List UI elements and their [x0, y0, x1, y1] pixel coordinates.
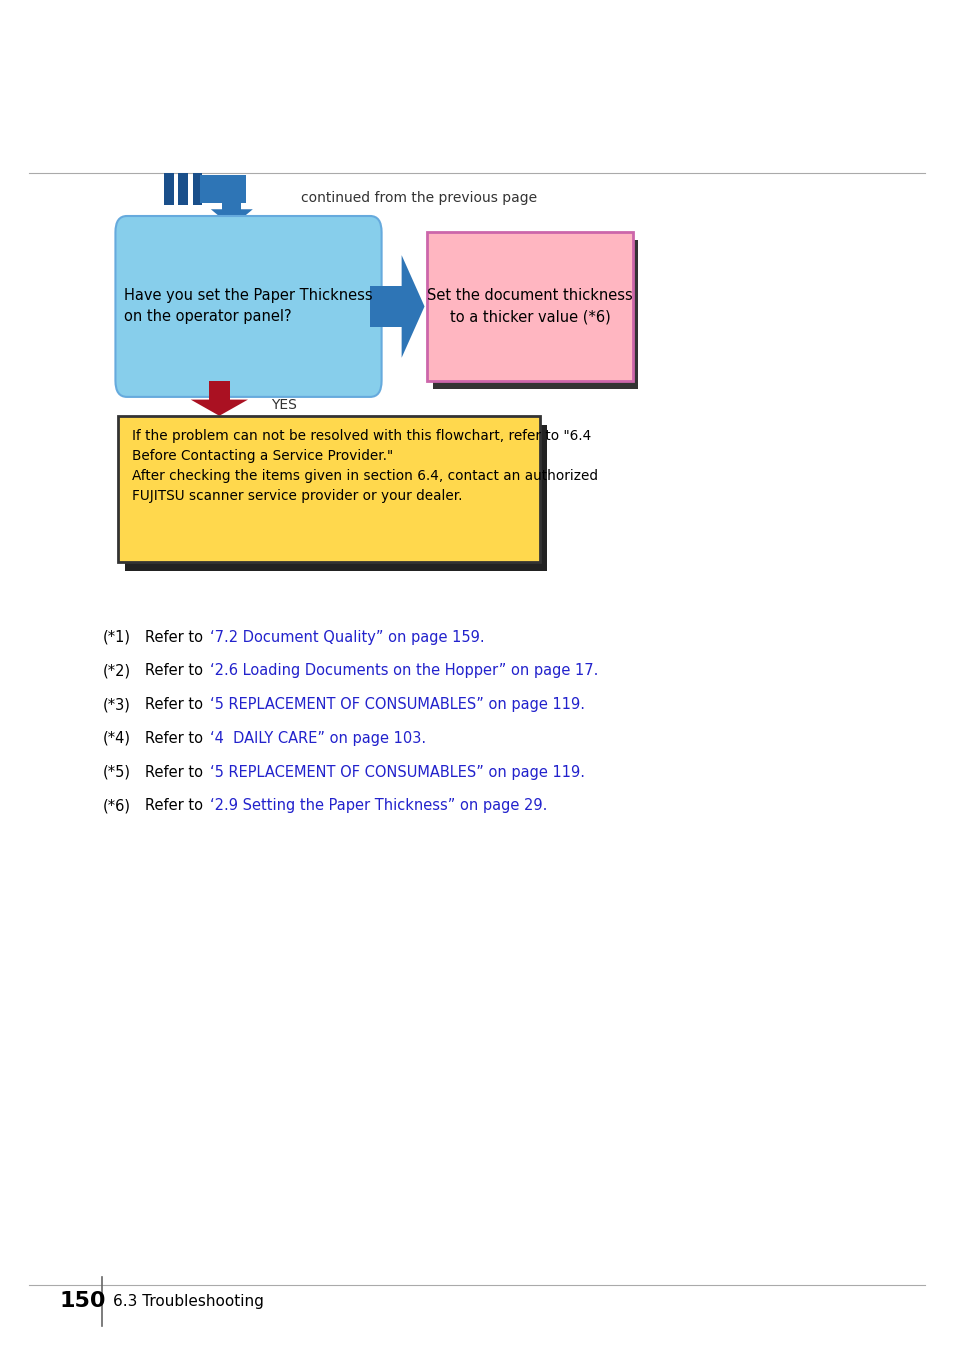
Text: (*3): (*3) — [103, 697, 131, 713]
Polygon shape — [401, 255, 424, 358]
FancyBboxPatch shape — [427, 232, 632, 381]
Text: Have you set the Paper Thickness
on the operator panel?: Have you set the Paper Thickness on the … — [124, 289, 373, 324]
Text: continued from the previous page: continued from the previous page — [300, 192, 537, 205]
Text: Refer to: Refer to — [145, 798, 208, 814]
Text: NO: NO — [389, 297, 410, 310]
Bar — [164, 173, 173, 205]
Text: (*6): (*6) — [103, 798, 131, 814]
Text: (*2): (*2) — [103, 663, 131, 679]
Text: If the problem can not be resolved with this flowchart, refer to "6.4
Before Con: If the problem can not be resolved with … — [132, 429, 597, 504]
Text: ‘4  DAILY CARE” on page 103.: ‘4 DAILY CARE” on page 103. — [210, 730, 426, 747]
Bar — [209, 381, 230, 400]
Bar — [193, 173, 202, 205]
Bar — [370, 286, 401, 327]
Text: YES: YES — [271, 398, 296, 412]
Text: Refer to: Refer to — [145, 697, 208, 713]
Text: ‘2.6 Loading Documents on the Hopper” on page 17.: ‘2.6 Loading Documents on the Hopper” on… — [210, 663, 598, 679]
Bar — [200, 176, 246, 202]
Text: 150: 150 — [59, 1292, 106, 1311]
Text: ‘7.2 Document Quality” on page 159.: ‘7.2 Document Quality” on page 159. — [210, 629, 484, 645]
Text: (*5): (*5) — [103, 764, 131, 780]
Bar — [118, 416, 539, 562]
Text: (*1): (*1) — [103, 629, 131, 645]
Polygon shape — [191, 400, 248, 416]
Bar — [433, 240, 638, 389]
Text: Refer to: Refer to — [145, 663, 208, 679]
Polygon shape — [211, 209, 253, 227]
Text: (*4): (*4) — [103, 730, 131, 747]
Text: Set the document thickness
to a thicker value (*6): Set the document thickness to a thicker … — [427, 289, 632, 324]
Bar — [178, 173, 188, 205]
Text: ‘5 REPLACEMENT OF CONSUMABLES” on page 119.: ‘5 REPLACEMENT OF CONSUMABLES” on page 1… — [210, 697, 584, 713]
FancyBboxPatch shape — [115, 216, 381, 397]
Text: Refer to: Refer to — [145, 764, 208, 780]
Text: ‘5 REPLACEMENT OF CONSUMABLES” on page 119.: ‘5 REPLACEMENT OF CONSUMABLES” on page 1… — [210, 764, 584, 780]
Bar — [125, 425, 546, 571]
Text: Refer to: Refer to — [145, 730, 208, 747]
Text: 6.3 Troubleshooting: 6.3 Troubleshooting — [112, 1293, 263, 1310]
Text: Refer to: Refer to — [145, 629, 208, 645]
Bar — [222, 202, 241, 216]
Text: ‘2.9 Setting the Paper Thickness” on page 29.: ‘2.9 Setting the Paper Thickness” on pag… — [210, 798, 547, 814]
